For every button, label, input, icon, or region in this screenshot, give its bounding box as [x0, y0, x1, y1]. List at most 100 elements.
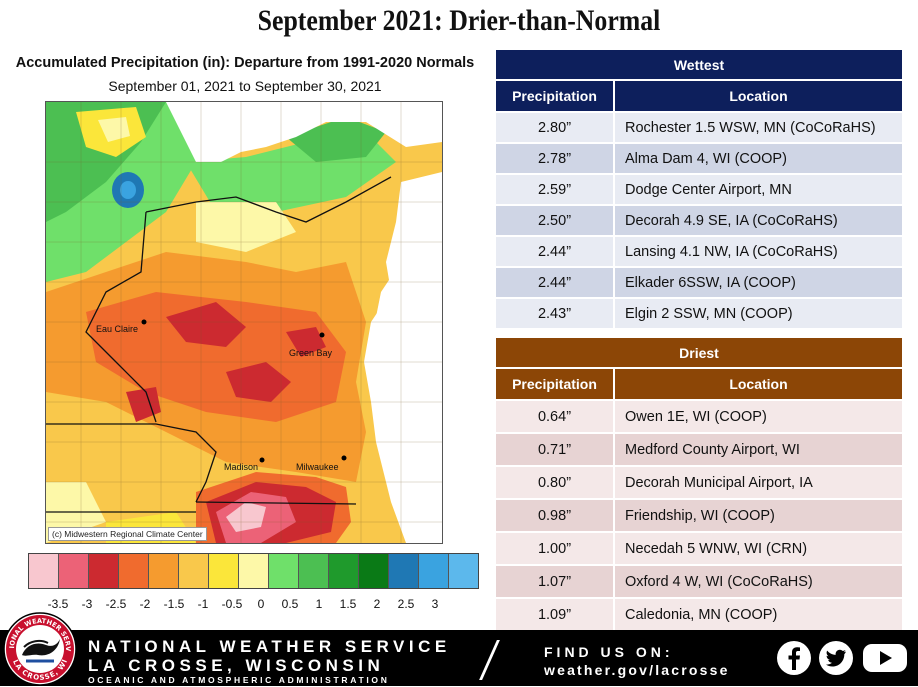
table-row: 0.64” Owen 1E, WI (COOP) [496, 399, 902, 432]
wettest-col-location: Location [729, 88, 788, 104]
location-name: Decorah 4.9 SE, IA (CoCoRaHS) [625, 212, 838, 229]
driest-column-headers: Precipitation Location [496, 367, 902, 399]
legend-swatch [149, 554, 179, 588]
precipitation-value: 0.98” [496, 500, 615, 531]
footer-divider [479, 640, 500, 680]
legend-label: -1.5 [163, 597, 185, 611]
table-row: 2.50” Decorah 4.9 SE, IA (CoCoRaHS) [496, 204, 902, 235]
legend-swatch [209, 554, 239, 588]
location-name: Dodge Center Airport, MN [625, 181, 792, 198]
footer-website-link[interactable]: weather.gov/lacrosse [544, 662, 730, 678]
location-name: Owen 1E, WI (COOP) [625, 408, 767, 425]
location-name: Alma Dam 4, WI (COOP) [625, 150, 787, 167]
table-row: 0.71” Medford County Airport, WI [496, 432, 902, 465]
page-headline: September 2021: Drier-than-Normal [257, 4, 661, 37]
footer-office-name: LA CROSSE, WISCONSIN [88, 656, 385, 675]
city-label-eau-claire: Eau Claire [96, 324, 139, 334]
color-legend [28, 553, 479, 589]
legend-swatch [179, 554, 209, 588]
legend-swatch [119, 554, 149, 588]
precipitation-value: 2.43” [496, 299, 615, 328]
legend-label: -3.5 [47, 597, 69, 611]
legend-label: 2 [373, 597, 381, 611]
legend-label: 1.5 [339, 597, 357, 611]
footer-agency-name: NATIONAL WEATHER SERVICE [88, 637, 451, 656]
legend-label: 1 [315, 597, 323, 611]
map-credit: (c) Midwestern Regional Climate Center [48, 527, 207, 541]
precipitation-value: 2.59” [496, 175, 615, 204]
legend-label: -1 [197, 597, 209, 611]
legend-swatch [329, 554, 359, 588]
wettest-col-precipitation: Precipitation [496, 81, 615, 111]
precipitation-value: 0.71” [496, 434, 615, 465]
precipitation-value: 2.44” [496, 237, 615, 266]
legend-label: 3 [431, 597, 439, 611]
facebook-icon[interactable] [776, 640, 812, 676]
legend-swatch [359, 554, 389, 588]
legend-label: -0.5 [221, 597, 243, 611]
youtube-icon[interactable] [862, 640, 908, 676]
legend-swatch [299, 554, 329, 588]
precipitation-value: 0.80” [496, 467, 615, 498]
nws-logo: NATIONAL WEATHER SERVICE LA CROSSE, WI [2, 611, 77, 686]
legend-swatch [59, 554, 89, 588]
twitter-icon[interactable] [818, 640, 854, 676]
map-subtitle: September 01, 2021 to September 30, 2021 [108, 78, 382, 94]
precipitation-value: 1.07” [496, 566, 615, 597]
legend-label: -2.5 [105, 597, 127, 611]
driest-col-precipitation: Precipitation [496, 369, 615, 399]
location-name: Oxford 4 W, WI (CoCoRaHS) [625, 573, 813, 590]
wettest-title: Wettest [496, 50, 902, 79]
precipitation-value: 2.44” [496, 268, 615, 297]
legend-swatch [89, 554, 119, 588]
legend-swatch [29, 554, 59, 588]
wettest-table: Wettest Precipitation Location 2.80” Roch… [496, 50, 902, 328]
legend-swatch [419, 554, 449, 588]
legend-swatch [449, 554, 478, 588]
precipitation-departure-map: Eau Claire Green Bay Madison Milwaukee (… [45, 101, 443, 544]
location-name: Elgin 2 SSW, MN (COOP) [625, 305, 793, 322]
legend-label: -2 [139, 597, 151, 611]
legend-label: 2.5 [397, 597, 415, 611]
table-row: 1.00” Necedah 5 WNW, WI (CRN) [496, 531, 902, 564]
table-row: 2.59” Dodge Center Airport, MN [496, 173, 902, 204]
table-row: 2.80” Rochester 1.5 WSW, MN (CoCoRaHS) [496, 111, 902, 142]
legend-swatch [389, 554, 419, 588]
table-row: 2.78” Alma Dam 4, WI (COOP) [496, 142, 902, 173]
driest-title: Driest [496, 338, 902, 367]
footer-bar: NATIONAL WEATHER SERVICE LA CROSSE, WISC… [0, 630, 918, 686]
legend-swatch [269, 554, 299, 588]
precipitation-value: 1.00” [496, 533, 615, 564]
location-name: Caledonia, MN (COOP) [625, 606, 778, 623]
legend-labels: -3.5 -3 -2.5 -2 -1.5 -1 -0.5 0 0.5 1 1.5 2 2.5 3 [0, 597, 480, 613]
location-name: Medford County Airport, WI [625, 441, 800, 458]
precipitation-value: 2.50” [496, 206, 615, 235]
legend-label: 0 [257, 597, 265, 611]
map-graphic [46, 102, 442, 543]
location-name: Rochester 1.5 WSW, MN (CoCoRaHS) [625, 119, 876, 136]
driest-table: Driest Precipitation Location 0.64” Owen … [496, 338, 902, 630]
table-row: 1.07” Oxford 4 W, WI (CoCoRaHS) [496, 564, 902, 597]
table-row: 1.09” Caledonia, MN (COOP) [496, 597, 902, 630]
location-name: Decorah Municipal Airport, IA [625, 474, 813, 491]
city-label-milwaukee: Milwaukee [296, 462, 339, 472]
legend-label: -3 [81, 597, 93, 611]
table-row: 0.98” Friendship, WI (COOP) [496, 498, 902, 531]
precipitation-value: 1.09” [496, 599, 615, 630]
table-row: 2.44” Lansing 4.1 NW, IA (CoCoRaHS) [496, 235, 902, 266]
precipitation-value: 0.64” [496, 401, 615, 432]
precipitation-value: 2.80” [496, 113, 615, 142]
precipitation-value: 2.78” [496, 144, 615, 173]
table-row: 0.80” Decorah Municipal Airport, IA [496, 465, 902, 498]
map-title: Accumulated Precipitation (in): Departur… [15, 55, 475, 71]
location-name: Elkader 6SSW, IA (COOP) [625, 274, 796, 291]
footer-parent-agency: OCEANIC AND ATMOSPHERIC ADMINISTRATION [88, 675, 390, 685]
footer-find-us: FIND US ON: [544, 644, 674, 660]
driest-col-location: Location [729, 376, 788, 392]
legend-label: 0.5 [281, 597, 299, 611]
location-name: Lansing 4.1 NW, IA (CoCoRaHS) [625, 243, 838, 260]
table-row: 2.44” Elkader 6SSW, IA (COOP) [496, 266, 902, 297]
wettest-column-headers: Precipitation Location [496, 79, 902, 111]
city-label-green-bay: Green Bay [289, 348, 333, 358]
location-name: Necedah 5 WNW, WI (CRN) [625, 540, 808, 557]
